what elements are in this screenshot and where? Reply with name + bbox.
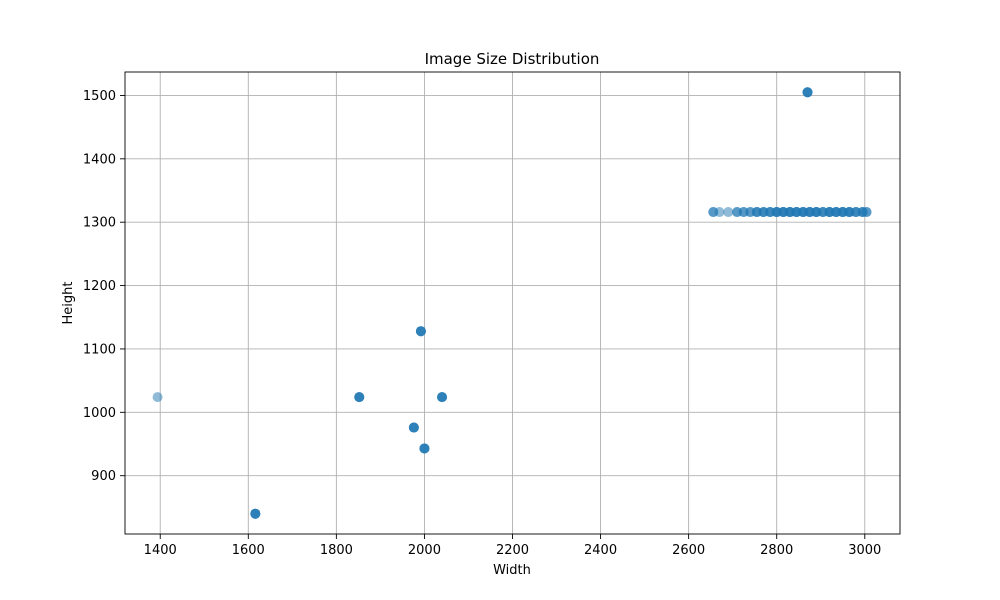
x-tick-label: 2000 <box>408 543 441 558</box>
x-tick-label: 2400 <box>584 543 617 558</box>
y-tick-label: 1300 <box>83 216 116 231</box>
data-point <box>152 392 163 403</box>
data-point <box>802 87 813 98</box>
x-tick-label: 1600 <box>232 543 265 558</box>
grid-lines <box>125 72 900 534</box>
data-point <box>419 443 430 454</box>
y-axis-ticks: 900 1000 1100 1200 1300 1400 1500 <box>83 89 125 484</box>
y-tick-label: 1100 <box>83 342 116 357</box>
y-tick-label: 1200 <box>83 279 116 294</box>
data-point <box>354 392 365 403</box>
x-axis-ticks: 1400 1600 1800 2000 2200 2400 2600 2800 3000 <box>144 534 881 558</box>
y-tick-label: 1500 <box>83 89 116 104</box>
x-tick-label: 2200 <box>496 543 529 558</box>
chart-title: Image Size Distribution <box>425 50 600 68</box>
data-point <box>861 207 872 218</box>
data-point <box>415 326 426 337</box>
x-tick-label: 3000 <box>848 543 881 558</box>
x-tick-label: 1800 <box>320 543 353 558</box>
data-point <box>408 422 419 433</box>
y-axis-label: Height <box>61 282 76 325</box>
data-point <box>723 207 734 218</box>
x-tick-label: 2800 <box>760 543 793 558</box>
y-tick-label: 1000 <box>83 406 116 421</box>
x-axis-label: Width <box>493 563 531 578</box>
x-tick-label: 1400 <box>144 543 177 558</box>
data-point <box>437 392 448 403</box>
x-tick-label: 2600 <box>672 543 705 558</box>
data-point <box>250 508 261 519</box>
y-tick-label: 900 <box>91 469 116 484</box>
data-point <box>714 207 725 218</box>
y-tick-label: 1400 <box>83 152 116 167</box>
data-points <box>152 87 872 519</box>
